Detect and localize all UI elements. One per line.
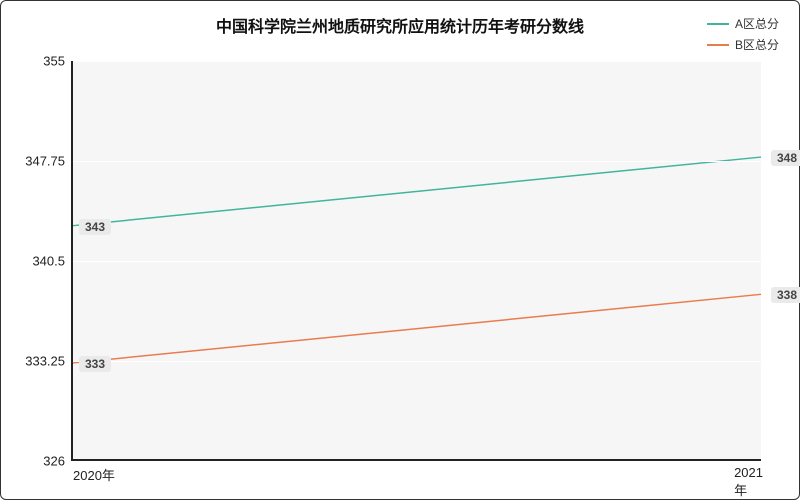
gridline (73, 161, 761, 162)
legend-item: B区总分 (707, 36, 779, 53)
legend-label: A区总分 (735, 15, 779, 32)
legend-swatch (707, 44, 729, 46)
chart-title: 中国科学院兰州地质研究所应用统计历年考研分数线 (1, 13, 799, 37)
point-label: 343 (79, 219, 111, 235)
y-tick-label: 347.75 (25, 154, 65, 169)
legend-swatch (707, 23, 729, 25)
y-tick-label: 326 (43, 454, 65, 469)
chart-container: 中国科学院兰州地质研究所应用统计历年考研分数线 A区总分B区总分 326333.… (0, 0, 800, 500)
x-tick-label: 2021年 (734, 465, 763, 499)
x-tick-label: 2020年 (73, 465, 115, 484)
plot-area: 326333.25340.5347.753552020年2021年3433483… (71, 61, 761, 461)
point-label: 338 (771, 287, 800, 303)
gridline (73, 261, 761, 262)
gridline (73, 361, 761, 362)
y-tick-label: 340.5 (32, 254, 65, 269)
legend-label: B区总分 (735, 36, 779, 53)
legend: A区总分 B区总分 (707, 15, 779, 57)
gridline (73, 61, 761, 62)
y-tick-label: 333.25 (25, 354, 65, 369)
point-label: 333 (79, 356, 111, 372)
line-layer (73, 61, 761, 459)
y-tick-label: 355 (43, 54, 65, 69)
point-label: 348 (771, 150, 800, 166)
legend-item: A区总分 (707, 15, 779, 32)
series-line (73, 157, 761, 226)
series-line (73, 294, 761, 363)
